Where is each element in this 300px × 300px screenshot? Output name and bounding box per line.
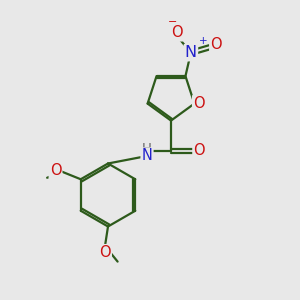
- Text: −: −: [168, 17, 177, 27]
- Text: H: H: [142, 142, 152, 155]
- Text: O: O: [171, 26, 182, 40]
- Text: O: O: [194, 143, 205, 158]
- Text: N: N: [185, 45, 197, 60]
- Text: O: O: [99, 245, 111, 260]
- Text: +: +: [199, 36, 208, 46]
- Text: O: O: [210, 38, 222, 52]
- Text: N: N: [142, 148, 152, 164]
- Text: O: O: [50, 163, 61, 178]
- Text: O: O: [193, 96, 205, 111]
